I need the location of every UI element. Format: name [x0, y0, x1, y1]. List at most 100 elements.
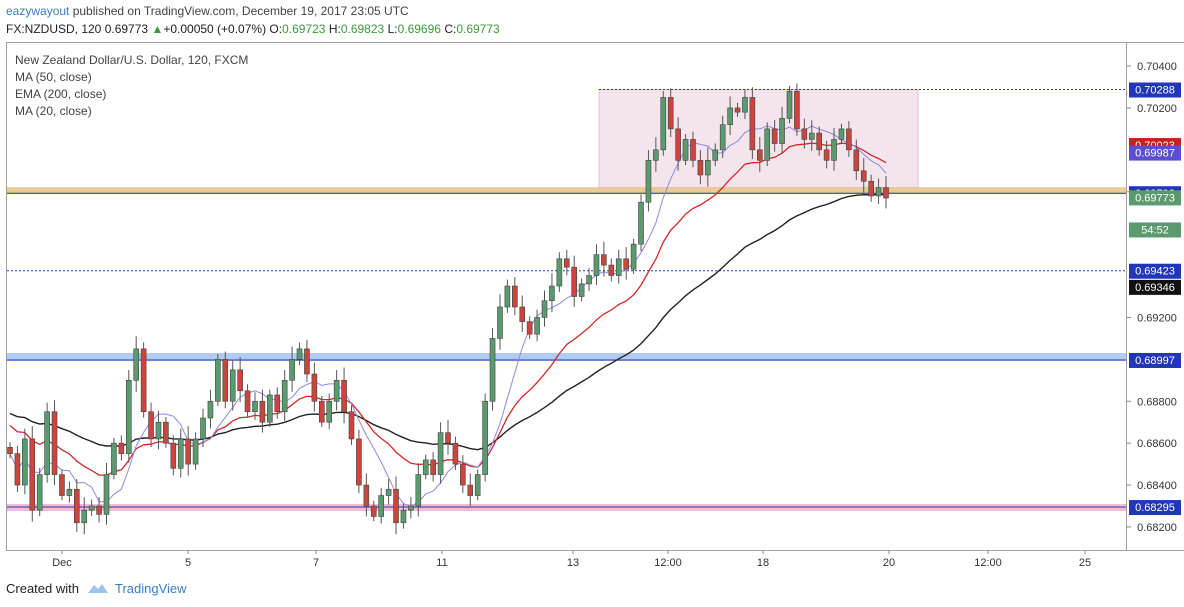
candle-body	[749, 97, 756, 151]
candle-body	[207, 400, 214, 419]
candle-body	[96, 505, 102, 515]
candle-body	[727, 107, 733, 126]
candle-body	[237, 369, 243, 392]
y-tick-label: 0.68400	[1137, 480, 1177, 492]
price-tag-line	[1129, 352, 1181, 368]
h-label: H:	[328, 22, 341, 36]
candle-body	[415, 474, 422, 507]
candle-body	[88, 505, 95, 511]
candle-body	[868, 180, 874, 197]
candle-body	[14, 453, 21, 486]
candle-body	[541, 300, 548, 318]
candle-body	[831, 139, 837, 161]
candle-body	[719, 124, 726, 151]
candle-body	[385, 488, 392, 496]
price-tag-label: 0.70288	[1135, 85, 1175, 97]
candle-body	[185, 438, 191, 465]
x-tick-label: 12:00	[974, 557, 1002, 569]
candle-body	[482, 400, 488, 475]
candle-body	[623, 258, 629, 270]
x-tick-label: 11	[436, 557, 447, 569]
y-tick-label: 0.70400	[1137, 61, 1177, 73]
resistance-zone-orange	[7, 187, 1126, 195]
candle-body	[615, 258, 622, 276]
candle-body	[36, 474, 43, 511]
candle-body	[111, 442, 117, 475]
candle-body	[333, 380, 340, 402]
y-tick-label: 0.68800	[1137, 396, 1177, 408]
candle-body	[103, 474, 110, 515]
candle-body	[356, 438, 362, 486]
price-tag-ema200	[1129, 279, 1181, 295]
footer: Created with TradingView	[6, 581, 187, 596]
candle-body	[823, 149, 830, 161]
candle-body	[244, 390, 251, 413]
candle-body	[786, 90, 793, 119]
candle-body	[653, 149, 659, 161]
x-tick-label: Dec	[52, 557, 72, 569]
x-tick-label: 20	[883, 557, 895, 569]
price-tag-label: 54:52	[1141, 224, 1169, 236]
candle-body	[512, 285, 518, 308]
candle-body	[29, 438, 36, 511]
candle-body	[289, 359, 295, 381]
tradingview-link[interactable]: TradingView	[114, 581, 187, 596]
candle-body	[660, 97, 667, 151]
candle-body	[467, 484, 474, 496]
price-tag-label: 0.69346	[1135, 282, 1175, 294]
candle-body	[393, 488, 399, 524]
candle-body	[608, 264, 615, 276]
candle-body	[125, 380, 132, 454]
author-link[interactable]: eazywayout	[6, 4, 70, 18]
candle-body	[638, 201, 644, 245]
x-tick-label: 13	[567, 557, 579, 569]
y-tick-label: 0.69200	[1137, 312, 1177, 324]
candle-body	[163, 421, 169, 444]
candle-body	[764, 128, 771, 161]
candle-body	[712, 149, 719, 161]
candle-body	[460, 463, 466, 486]
candle-body	[252, 400, 258, 413]
candle-body	[155, 421, 162, 440]
candle-body	[400, 509, 407, 524]
candle-body	[601, 254, 607, 266]
legend-ma50[interactable]: MA (50, close)	[15, 70, 92, 84]
tradingview-logo-icon	[87, 584, 108, 593]
price-axis[interactable]	[1127, 42, 1184, 551]
candle-body	[318, 400, 325, 423]
candle-body	[51, 411, 58, 475]
candle-body	[118, 442, 125, 454]
o-label: O:	[269, 22, 283, 36]
price-tag-last	[1129, 190, 1181, 206]
legend-title: New Zealand Dollar/U.S. Dollar, 120, FXC…	[15, 53, 249, 67]
candle-body	[667, 97, 674, 130]
legend-ma20[interactable]: MA (20, close)	[15, 104, 92, 118]
price-tag-ma20	[1129, 145, 1181, 161]
candle-body	[44, 411, 50, 475]
candle-body	[370, 505, 377, 517]
candle-body	[705, 160, 711, 176]
candle-body	[690, 139, 696, 161]
candle-body	[586, 275, 592, 285]
price-tag-label: 0.68295	[1135, 502, 1175, 514]
candle-body	[756, 149, 763, 161]
candle-body	[534, 317, 540, 335]
candle-body	[422, 459, 429, 475]
candle-body	[281, 380, 288, 413]
ohlc-line: FX:NZDUSD, 120 0.69773 ▲+0.00050 (+0.07%…	[6, 22, 500, 36]
low-value: 0.69696	[397, 22, 441, 36]
candle-body	[222, 359, 229, 402]
price-tag-label: 0.69987	[1135, 148, 1175, 160]
price-tag-line	[1129, 82, 1181, 98]
candle-body	[771, 128, 778, 144]
legend-ema200[interactable]: EMA (200, close)	[15, 87, 107, 101]
publish-info: eazywayout published on TradingView.com,…	[6, 4, 409, 18]
ma50-line	[9, 142, 887, 476]
chart-frame[interactable]	[6, 42, 1127, 551]
candle-body	[645, 160, 652, 203]
candle-body	[274, 394, 281, 413]
candle-body	[304, 348, 310, 375]
candle-body	[7, 447, 13, 454]
candle-body	[563, 258, 570, 268]
